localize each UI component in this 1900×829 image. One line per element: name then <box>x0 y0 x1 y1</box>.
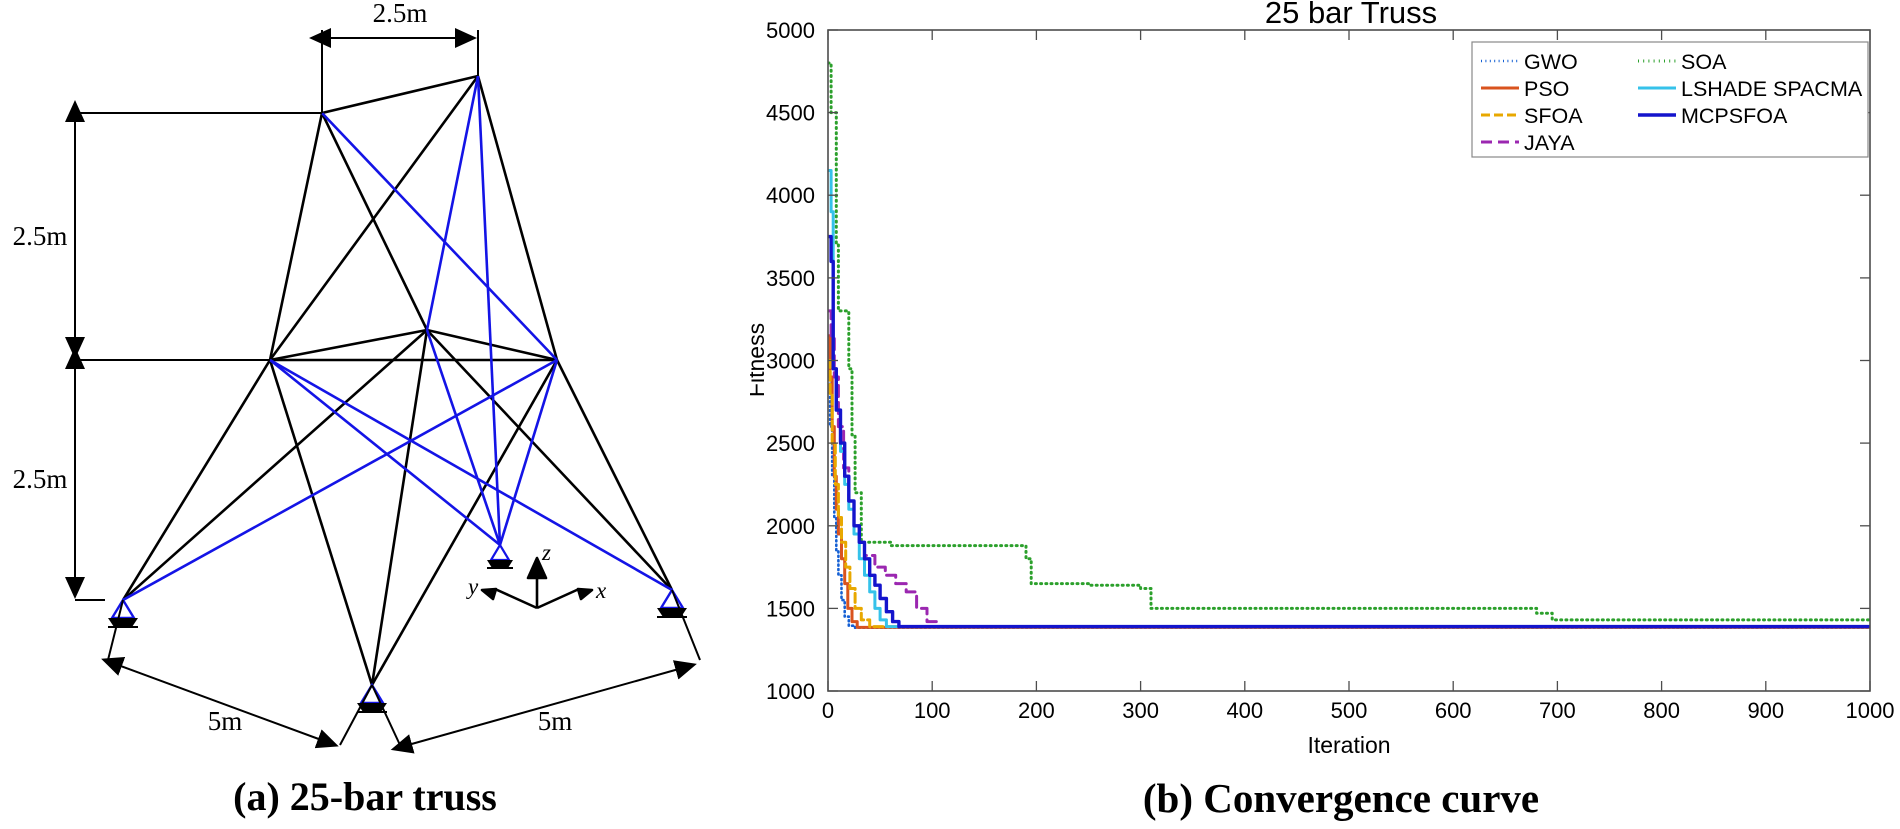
svg-text:JAYA: JAYA <box>1524 131 1575 155</box>
svg-text:Iteration: Iteration <box>1307 732 1390 758</box>
svg-text:Fitness: Fitness <box>750 323 769 397</box>
svg-text:SFOA: SFOA <box>1524 104 1583 128</box>
svg-text:1000: 1000 <box>766 679 815 704</box>
svg-text:(a) 25-bar truss: (a) 25-bar truss <box>233 774 497 819</box>
svg-text:0: 0 <box>822 698 834 723</box>
svg-text:900: 900 <box>1747 698 1784 723</box>
svg-text:500: 500 <box>1331 698 1368 723</box>
svg-text:PSO: PSO <box>1524 77 1569 101</box>
svg-text:3000: 3000 <box>766 349 815 374</box>
svg-text:100: 100 <box>914 698 951 723</box>
svg-text:LSHADE SPACMA: LSHADE SPACMA <box>1681 77 1863 101</box>
svg-text:600: 600 <box>1435 698 1472 723</box>
svg-text:800: 800 <box>1643 698 1680 723</box>
svg-text:5000: 5000 <box>766 18 815 43</box>
svg-text:5m: 5m <box>538 706 573 736</box>
svg-text:4500: 4500 <box>766 101 815 126</box>
svg-text:y: y <box>466 574 479 599</box>
svg-text:2.5m: 2.5m <box>13 221 68 251</box>
svg-text:MCPSFOA: MCPSFOA <box>1681 104 1788 128</box>
svg-text:2.5m: 2.5m <box>373 0 428 28</box>
svg-text:z: z <box>541 540 551 565</box>
svg-text:(b) Convergence curve: (b) Convergence curve <box>1143 775 1539 821</box>
svg-text:SOA: SOA <box>1681 50 1727 74</box>
svg-text:5m: 5m <box>208 706 243 736</box>
svg-text:x: x <box>595 578 607 603</box>
svg-text:4000: 4000 <box>766 183 815 208</box>
svg-text:2500: 2500 <box>766 431 815 456</box>
svg-text:1000: 1000 <box>1846 698 1895 723</box>
svg-text:3500: 3500 <box>766 266 815 291</box>
svg-text:GWO: GWO <box>1524 50 1578 74</box>
svg-text:2.5m: 2.5m <box>13 464 68 494</box>
svg-text:200: 200 <box>1018 698 1055 723</box>
svg-text:300: 300 <box>1122 698 1159 723</box>
svg-text:25 bar Truss: 25 bar Truss <box>1265 0 1437 30</box>
svg-text:1500: 1500 <box>766 596 815 621</box>
svg-text:700: 700 <box>1539 698 1576 723</box>
svg-text:400: 400 <box>1226 698 1263 723</box>
svg-text:2000: 2000 <box>766 514 815 539</box>
